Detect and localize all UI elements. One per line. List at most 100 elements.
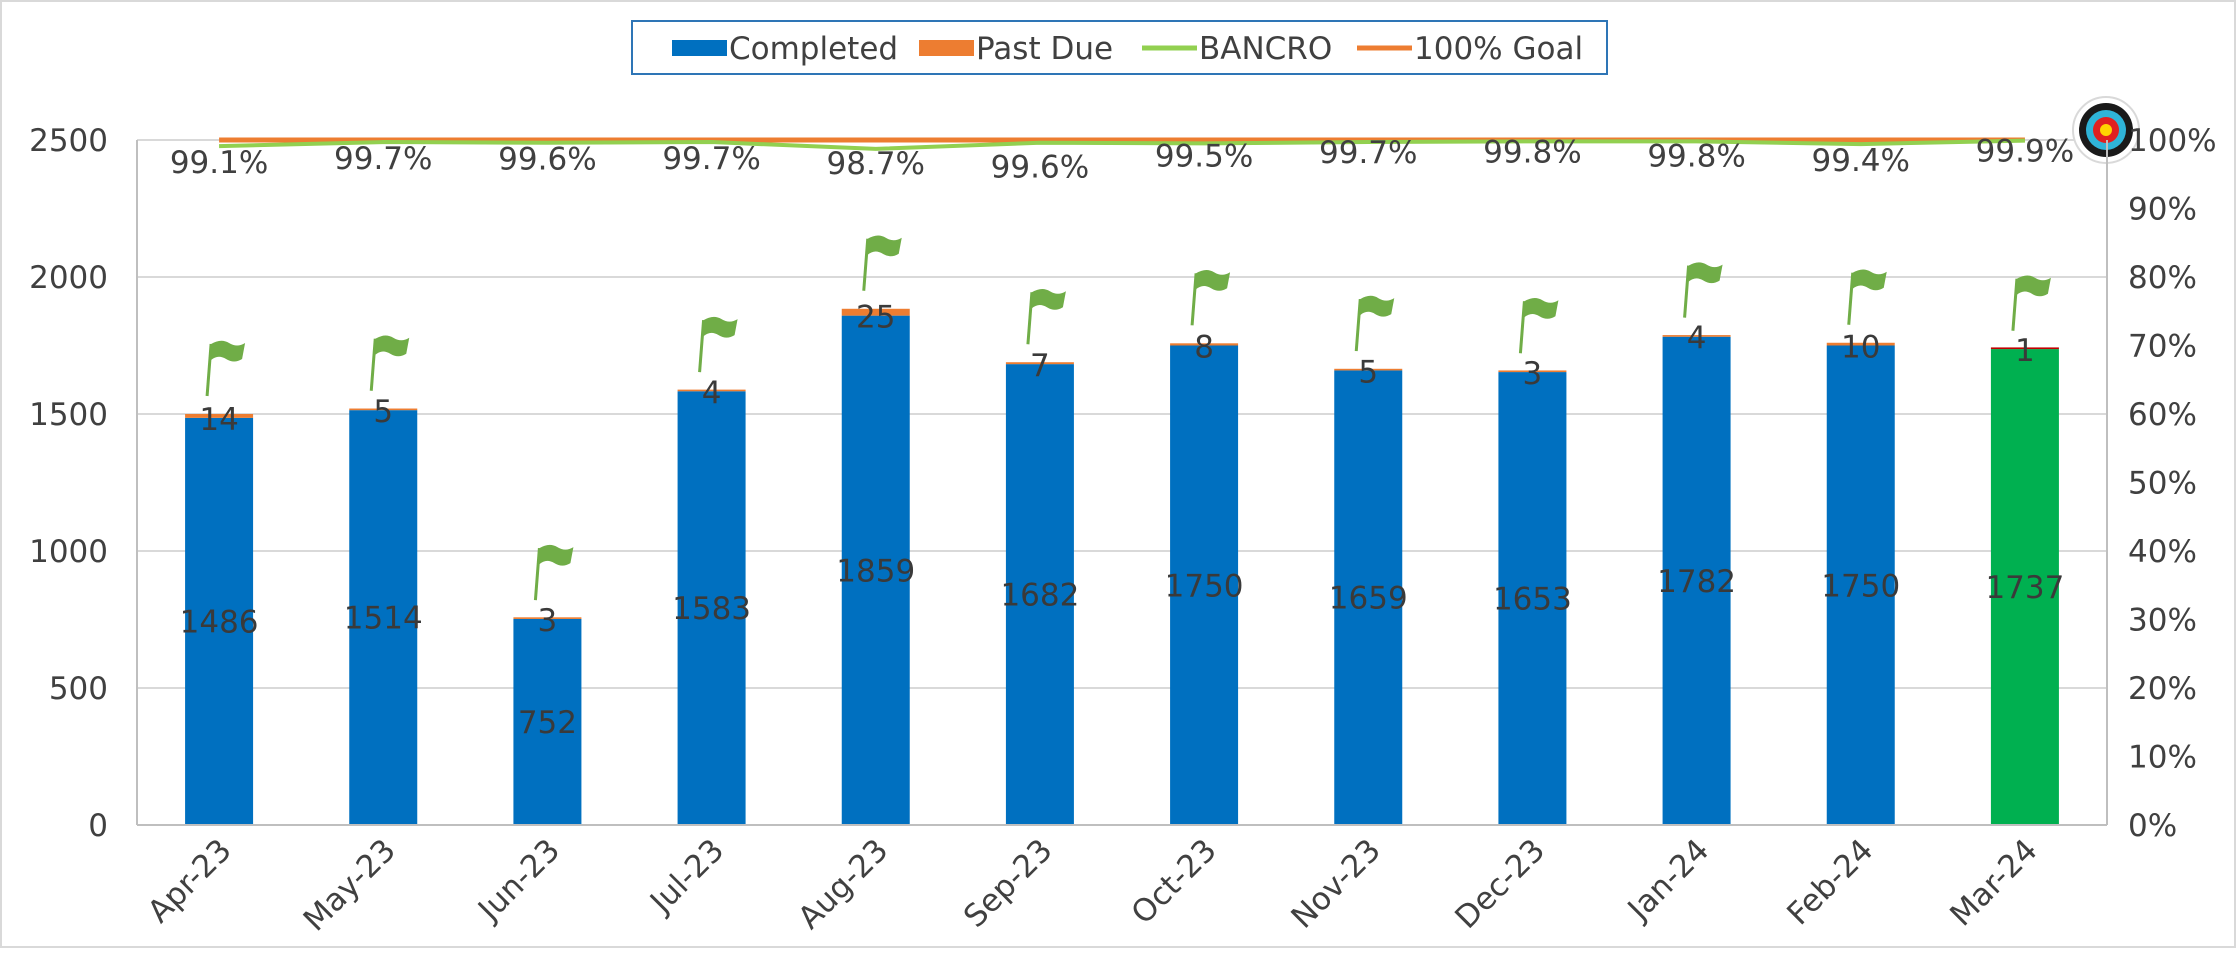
legend-item: Past Due <box>919 31 1113 67</box>
bar-completed <box>1334 370 1403 825</box>
flag-icon <box>205 340 246 397</box>
bar-completed <box>349 410 418 825</box>
past-due-data-label: 14 <box>199 402 238 438</box>
y-left-tick-label: 0 <box>88 808 108 844</box>
flag-cloth <box>1524 297 1559 319</box>
bar-completed <box>1498 372 1567 825</box>
bancro-data-label: 99.6% <box>498 142 596 178</box>
completed-data-label: 1682 <box>1000 578 1079 614</box>
bancro-data-label: 99.8% <box>1647 138 1745 174</box>
past-due-data-label: 5 <box>1358 354 1378 390</box>
y-left-tick-label: 500 <box>49 671 108 707</box>
flag-pole <box>698 320 706 373</box>
flag-cloth <box>1688 262 1723 284</box>
bar-completed <box>185 417 254 825</box>
bancro-data-label: 99.1% <box>170 145 268 181</box>
bar-past-due <box>1334 368 1403 371</box>
y-right-tick-label: 80% <box>2128 260 2197 296</box>
past-due-data-label: 5 <box>373 394 393 430</box>
past-due-data-label: 3 <box>1523 356 1543 392</box>
target-icon <box>2072 96 2140 164</box>
bar-past-due <box>1005 362 1074 365</box>
bar-completed <box>1170 345 1239 825</box>
past-due-data-label: 1 <box>2015 333 2035 369</box>
flag-pole <box>1026 292 1034 345</box>
y-right-tick-label: 30% <box>2128 603 2197 639</box>
y-right-tick-label: 40% <box>2128 534 2197 570</box>
bancro-data-label: 98.7% <box>827 146 925 182</box>
bar-completed <box>1662 336 1731 825</box>
y-right-tick-label: 10% <box>2128 740 2197 776</box>
bar-past-due <box>1170 343 1239 346</box>
bar-completed <box>677 391 746 825</box>
flag-icon <box>698 316 738 373</box>
flag-icon <box>862 235 902 291</box>
bar-completed <box>1990 349 2059 825</box>
completed-data-label: 1653 <box>1493 582 1572 618</box>
flag-cloth <box>539 544 574 566</box>
bancro-data-label: 99.5% <box>1155 138 1253 174</box>
bars <box>185 235 2059 825</box>
flag-cloth <box>1031 288 1066 310</box>
flag-icon <box>1026 288 1066 345</box>
completed-data-label: 1750 <box>1821 568 1900 604</box>
completed-data-label: 1782 <box>1657 564 1736 600</box>
y-right-tick-label: 60% <box>2128 397 2197 433</box>
bar-completed <box>841 315 910 825</box>
flag-icon <box>1847 269 1887 325</box>
bancro-data-label: 99.9% <box>1976 134 2074 170</box>
legend: Completed Past Due BANCRO 100% Goal <box>631 20 1608 75</box>
legend-label: Past Due <box>976 31 1113 67</box>
completed-data-label: 1737 <box>1985 570 2064 606</box>
flag-cloth <box>1360 295 1395 317</box>
flag-icon <box>1518 297 1559 354</box>
bar-completed <box>1826 345 1895 825</box>
flag-icon <box>369 335 410 391</box>
past-due-data-label: 7 <box>1030 348 1050 384</box>
flag-cloth <box>703 316 738 338</box>
flag-icon <box>1190 270 1231 326</box>
flag-cloth <box>2016 275 2051 297</box>
past-due-data-label: 25 <box>856 300 895 336</box>
legend-item: BANCRO <box>1142 31 1332 67</box>
completed-data-label: 752 <box>518 705 577 741</box>
series-lines <box>219 96 2140 164</box>
flag-pole <box>205 343 213 397</box>
bar-past-due <box>841 308 910 316</box>
target-ring-yellow <box>2100 124 2112 136</box>
flag-cloth <box>375 335 410 357</box>
bar-past-due <box>677 389 746 392</box>
completed-data-label: 1659 <box>1329 581 1408 617</box>
y-right-tick-label: 100% <box>2128 123 2217 159</box>
legend-swatch <box>672 40 727 56</box>
completed-data-label: 1750 <box>1165 568 1244 604</box>
bar-completed <box>1005 364 1074 825</box>
flag-pole <box>1190 273 1198 326</box>
bancro-data-label: 99.8% <box>1483 134 1581 170</box>
past-due-data-label: 8 <box>1194 330 1214 366</box>
y-right-tick-label: 50% <box>2128 466 2197 502</box>
legend-item: Completed <box>672 31 898 67</box>
flag-pole <box>533 548 541 601</box>
legend-label: BANCRO <box>1199 31 1332 67</box>
bar-past-due <box>1662 335 1731 337</box>
flag-pole <box>1354 298 1362 352</box>
flag-pole <box>1518 301 1526 354</box>
y-left-tick-label: 2500 <box>29 123 108 159</box>
completed-data-label: 1486 <box>180 604 259 640</box>
flag-pole <box>862 238 870 291</box>
flag-pole <box>369 338 377 391</box>
y-left-tick-label: 2000 <box>29 260 108 296</box>
bar-past-due <box>185 414 254 418</box>
flag-icon <box>2011 275 2051 331</box>
bancro-data-label: 99.4% <box>1812 143 1910 179</box>
legend-item: 100% Goal <box>1357 31 1583 67</box>
y-right-tick-label: 70% <box>2128 329 2197 365</box>
completed-data-label: 1514 <box>344 601 423 637</box>
completed-data-label: 1859 <box>836 553 915 589</box>
flag-icon <box>1683 262 1723 318</box>
bar-past-due <box>1990 347 2059 350</box>
y-left-tick-label: 1000 <box>29 534 108 570</box>
bancro-data-label: 99.7% <box>334 141 432 177</box>
